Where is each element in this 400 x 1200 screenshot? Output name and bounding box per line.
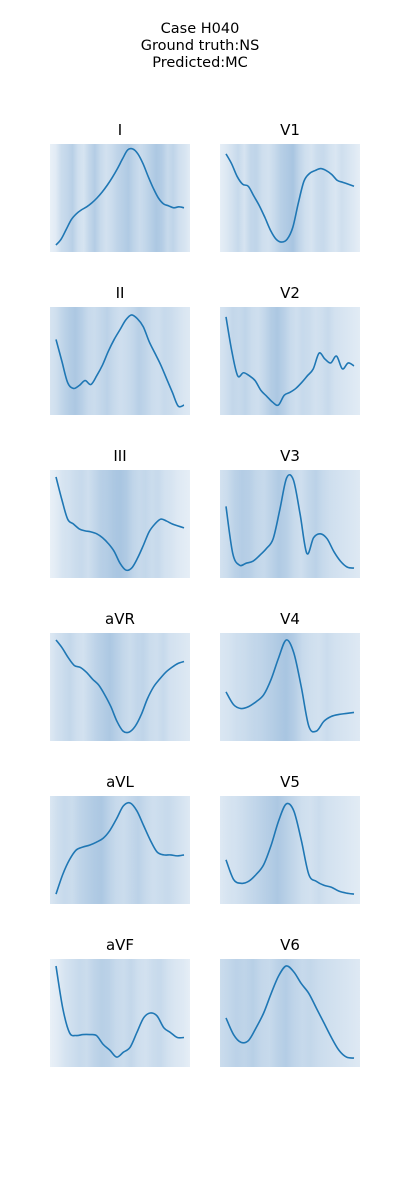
lead-panel [220, 959, 360, 1067]
lead-panel [220, 144, 360, 252]
lead-panel [50, 959, 190, 1067]
signal-line [225, 153, 355, 243]
attention-heatmap [50, 144, 190, 252]
attention-heatmap [220, 633, 360, 741]
lead-title: V1 [280, 121, 300, 139]
lead-panel [50, 144, 190, 252]
signal-line [225, 316, 355, 407]
ground-truth-label: Ground truth:NS [140, 38, 260, 54]
lead-title: II [115, 284, 125, 302]
lead-title: V6 [280, 936, 300, 954]
predicted-label: Predicted:MC [152, 55, 248, 71]
signal-line [55, 965, 185, 1058]
attention-heatmap [50, 307, 190, 415]
signal-line [55, 476, 185, 572]
attention-heatmap [50, 633, 190, 741]
lead-title: I [117, 121, 123, 139]
lead-panel [220, 470, 360, 578]
case-label: Case H040 [160, 21, 240, 37]
signal-line [225, 965, 355, 1059]
lead-title: V5 [280, 773, 300, 791]
lead-title: V3 [280, 447, 300, 465]
lead-title: aVR [105, 610, 135, 628]
attention-heatmap [220, 796, 360, 904]
figure-title: Case H040 Ground truth:NS Predicted:MC [0, 21, 400, 72]
signal-line [55, 147, 185, 246]
lead-title: aVF [105, 936, 135, 954]
lead-title: aVL [106, 773, 134, 791]
lead-title: III [113, 447, 127, 465]
attention-heatmap [220, 307, 360, 415]
signal-line [225, 474, 355, 569]
signal-line [55, 639, 185, 734]
lead-panel [220, 307, 360, 415]
lead-panel [220, 796, 360, 904]
attention-heatmap [220, 470, 360, 578]
attention-heatmap [50, 796, 190, 904]
lead-panel [220, 633, 360, 741]
lead-panel [50, 307, 190, 415]
lead-panel [50, 633, 190, 741]
lead-title: V2 [280, 284, 300, 302]
signal-line [225, 802, 355, 895]
lead-title: V4 [280, 610, 300, 628]
lead-panel [50, 796, 190, 904]
lead-panel [50, 470, 190, 578]
attention-heatmap [220, 959, 360, 1067]
signal-line [55, 801, 185, 895]
signal-line [55, 314, 185, 408]
signal-line [225, 639, 355, 733]
attention-heatmap [50, 959, 190, 1067]
